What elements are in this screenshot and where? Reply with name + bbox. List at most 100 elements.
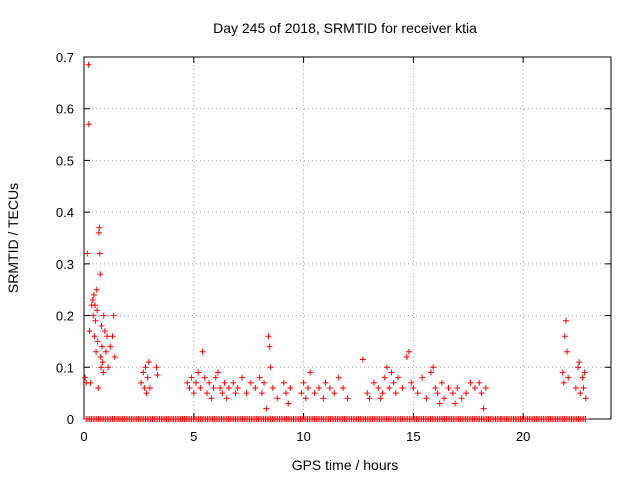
x-tick-label: 0 — [80, 429, 87, 444]
data-point — [145, 359, 152, 366]
data-point — [392, 390, 399, 397]
data-point — [190, 390, 197, 397]
data-point — [561, 333, 568, 340]
data-point — [208, 395, 215, 402]
data-point — [96, 250, 103, 257]
data-point — [95, 229, 102, 236]
data-point — [188, 374, 195, 381]
data-point — [221, 379, 228, 386]
data-point — [331, 390, 338, 397]
y-tick-label: 0.2 — [56, 309, 74, 324]
data-point — [203, 390, 210, 397]
data-point — [274, 395, 281, 402]
data-point — [225, 384, 232, 391]
data-point — [111, 353, 118, 360]
data-point — [210, 384, 217, 391]
data-point — [85, 61, 92, 68]
data-point — [344, 395, 351, 402]
data-point — [98, 364, 105, 371]
data-point — [252, 384, 259, 391]
data-point — [381, 374, 388, 381]
data-point — [97, 353, 104, 360]
x-tick-label: 5 — [190, 429, 197, 444]
data-point — [311, 390, 318, 397]
data-point — [408, 379, 415, 386]
data-point — [463, 390, 470, 397]
data-point — [97, 271, 104, 278]
data-point — [403, 353, 410, 360]
data-point — [564, 348, 571, 355]
data-point — [476, 379, 483, 386]
data-point — [581, 369, 588, 376]
data-point — [458, 395, 465, 402]
data-point-zero — [582, 416, 589, 422]
data-point — [201, 374, 208, 381]
data-point — [582, 395, 589, 402]
data-point — [239, 374, 246, 381]
data-point — [335, 374, 342, 381]
x-tick-label: 10 — [296, 429, 310, 444]
data-point — [267, 364, 274, 371]
data-point — [478, 390, 485, 397]
data-point — [85, 121, 92, 128]
data-point — [89, 297, 96, 304]
data-point — [423, 395, 430, 402]
y-tick-label: 0.5 — [56, 153, 74, 168]
data-point — [580, 384, 587, 391]
grid-lines — [84, 57, 611, 419]
data-point — [256, 374, 263, 381]
data-point — [212, 374, 219, 381]
data-point — [419, 374, 426, 381]
data-point — [141, 384, 148, 391]
data-point — [482, 384, 489, 391]
x-tick-label: 15 — [406, 429, 420, 444]
data-point — [143, 390, 150, 397]
data-point — [452, 400, 459, 407]
data-point — [285, 400, 292, 407]
x-tick-label: 20 — [516, 429, 530, 444]
data-point — [153, 364, 160, 371]
data-point — [399, 384, 406, 391]
data-point — [304, 384, 311, 391]
data-point — [322, 379, 329, 386]
y-tick-label: 0.3 — [56, 257, 74, 272]
data-point — [302, 395, 309, 402]
data-point — [315, 384, 322, 391]
data-point — [93, 286, 100, 293]
data-point — [184, 379, 191, 386]
axis-ticks: 0 0.1 0.2 0.3 0.4 0.5 0.6 0.7 0 5 10 15 20 — [56, 50, 611, 444]
plot-frame — [83, 56, 612, 420]
data-point — [243, 390, 250, 397]
data-point — [94, 338, 101, 345]
y-tick-label: 0.7 — [56, 50, 74, 65]
data-point — [100, 312, 107, 319]
data-point — [480, 405, 487, 412]
data-point — [217, 384, 224, 391]
data-point — [146, 384, 153, 391]
data-point — [100, 369, 107, 376]
data-point — [219, 390, 226, 397]
data-point — [414, 390, 421, 397]
data-point — [565, 374, 572, 381]
data-point — [390, 379, 397, 386]
data-point — [560, 379, 567, 386]
data-point — [99, 343, 106, 350]
data-point — [386, 384, 393, 391]
data-point — [441, 395, 448, 402]
data-point — [307, 369, 314, 376]
data-point — [575, 364, 582, 371]
data-point — [559, 369, 566, 376]
data-point — [93, 348, 100, 355]
data-point — [232, 390, 239, 397]
data-point — [214, 369, 221, 376]
data-point — [144, 374, 151, 381]
y-tick-label: 0.1 — [56, 360, 74, 375]
data-point — [102, 348, 109, 355]
data-point — [269, 384, 276, 391]
data-point — [98, 322, 105, 329]
data-point — [340, 384, 347, 391]
y-tick-label: 0 — [67, 412, 74, 427]
y-tick-label: 0.6 — [56, 102, 74, 117]
data-point — [94, 307, 101, 314]
